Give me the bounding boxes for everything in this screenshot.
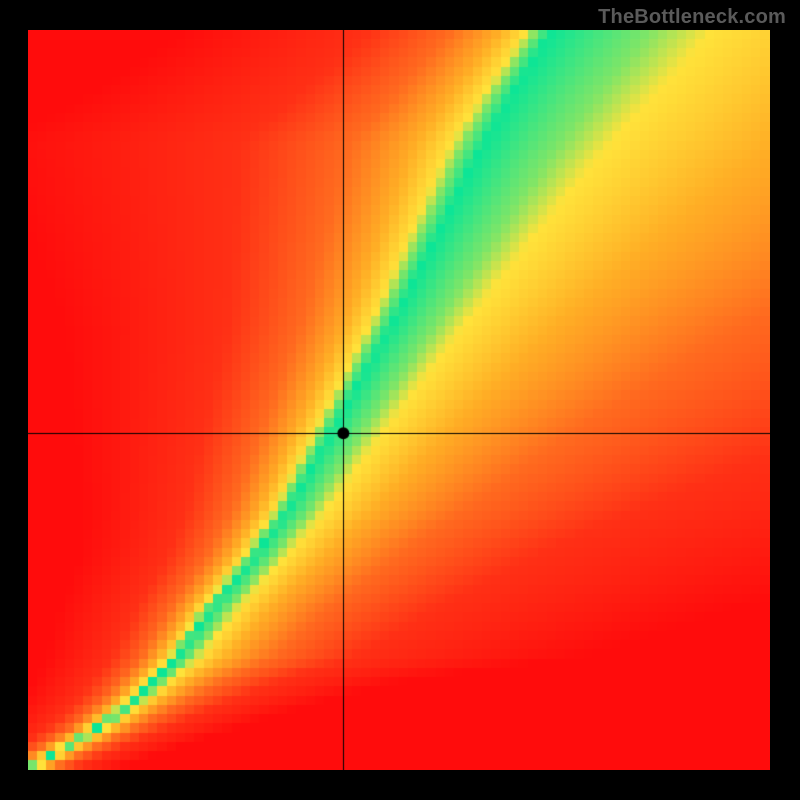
figure-container: TheBottleneck.com — [0, 0, 800, 800]
watermark-text: TheBottleneck.com — [598, 6, 786, 29]
plot-area — [28, 30, 770, 770]
heatmap-canvas — [28, 30, 770, 770]
